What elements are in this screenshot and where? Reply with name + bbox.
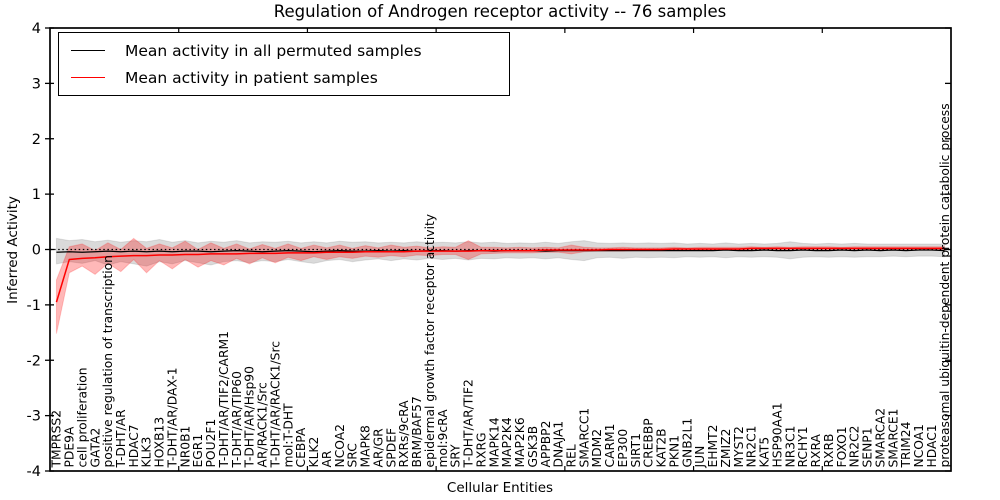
x-category-label: RCHY1	[796, 426, 810, 467]
x-category-label: T-DHT/AR/TIF2/CARM1	[217, 331, 231, 468]
x-category-label: TRIM24	[899, 421, 913, 468]
x-category-label: T-DHT/AR/DAX-1	[165, 367, 179, 468]
x-category-label: MAP2K4	[500, 417, 514, 467]
x-category-label: DNAJA1	[552, 421, 566, 468]
x-category-label: T-DHT/AR/TIF2	[462, 379, 476, 468]
x-category-label: AR	[320, 450, 334, 467]
x-category-label: epidermal growth factor receptor activit…	[423, 214, 437, 468]
y-tick-label: -1	[27, 298, 41, 314]
x-category-label: EP300	[616, 429, 630, 468]
patient-line-swatch	[71, 77, 105, 78]
x-category-label: AR/RACK1/Src	[256, 382, 270, 467]
x-category-label: KAT5	[758, 437, 772, 468]
x-category-label: NR3C1	[783, 426, 797, 468]
x-category-label: KLK3	[140, 437, 154, 468]
x-category-label: BRM/BAF57	[410, 396, 424, 467]
x-category-label: NR2C2	[848, 426, 862, 468]
x-category-label: T-DHT/AR	[114, 409, 128, 469]
y-tick-label: 1	[32, 187, 41, 203]
x-category-label: TMPRSS2	[50, 410, 64, 469]
x-category-label: HSP90AA1	[770, 402, 784, 467]
permuted-band	[55, 237, 946, 267]
x-category-label: EGR1	[191, 434, 205, 468]
x-category-label: RXRA	[809, 433, 823, 467]
x-category-label: SENP1	[861, 427, 875, 467]
x-category-label: SMARCE1	[886, 409, 900, 468]
x-category-label: JUN	[693, 446, 707, 469]
x-category-label: MAPK14	[487, 417, 501, 467]
x-category-label: APPBP2	[539, 421, 553, 468]
x-category-label: mol:9cRA	[436, 409, 450, 468]
x-category-label: REL	[564, 444, 578, 467]
x-category-label: SPDEF	[384, 428, 398, 468]
x-category-label: GATA2	[88, 428, 102, 468]
x-category-label: MAPK8	[359, 425, 373, 467]
legend-label-permuted: Mean activity in all permuted samples	[125, 41, 422, 60]
x-category-label: HDAC7	[127, 424, 141, 467]
legend-entry-patient: Mean activity in patient samples	[71, 69, 497, 87]
x-category-label: SMARCC1	[577, 408, 591, 468]
x-category-label: PDE9A	[63, 426, 77, 467]
x-category-label: mol:T-DHT	[281, 403, 295, 468]
x-category-label: GSK3B	[526, 426, 540, 468]
x-category-label: HOXB13	[153, 417, 167, 468]
x-category-label: SRY	[449, 444, 463, 468]
x-category-label: NR2C1	[745, 426, 759, 468]
x-category-label: MYST2	[732, 426, 746, 467]
y-tick-label: -2	[27, 353, 41, 369]
x-category-label: CREBBP	[642, 418, 656, 467]
y-tick-label: 4	[32, 21, 41, 37]
x-category-label: NCOA1	[912, 424, 926, 467]
x-category-label: proteasomal ubiquitin-dependent protein …	[938, 103, 952, 467]
x-category-label: positive regulation of transcription	[101, 255, 115, 467]
y-tick-label: 3	[32, 76, 41, 92]
permuted-line-swatch	[71, 50, 105, 51]
x-category-label: KLK2	[307, 437, 321, 468]
x-category-label: RXRG	[474, 432, 488, 467]
chart-title: Regulation of Androgen receptor activity…	[273, 2, 727, 21]
x-category-label: SMARCA2	[873, 408, 887, 468]
x-category-label: CARM1	[603, 424, 617, 468]
x-category-label: CEBPA	[294, 427, 308, 467]
x-category-label: ZMIZ2	[719, 429, 733, 468]
patient-mean-line	[55, 247, 945, 303]
x-category-label: KAT2B	[655, 428, 669, 467]
x-category-label: T-DHT/AR/Hsp90	[243, 366, 257, 468]
x-category-label: SIRT1	[629, 433, 643, 467]
legend: Mean activity in all permuted samples Me…	[58, 32, 510, 96]
x-category-label: T-DHT/AR/TIP60	[230, 371, 244, 469]
y-tick-label: -3	[27, 409, 41, 425]
x-category-label: SRC	[346, 443, 360, 467]
x-category-label: NR0B1	[178, 426, 192, 468]
y-tick-label: -4	[27, 464, 41, 480]
y-tick-label: 0	[32, 243, 41, 259]
y-tick-label: 2	[32, 132, 41, 148]
x-category-label: EHMT2	[706, 425, 720, 468]
x-category-label: GNB2L1	[680, 418, 694, 468]
x-axis-label: Cellular Entities	[446, 480, 554, 496]
legend-entry-permuted: Mean activity in all permuted samples	[71, 42, 497, 60]
x-category-label: RXRs/9cRA	[397, 400, 411, 468]
x-category-label: T-DHT/AR/RACK1/Src	[268, 341, 282, 469]
x-category-label: POU2F1	[204, 419, 218, 468]
x-category-label: RXRB	[822, 434, 836, 468]
x-category-label: MDM2	[590, 429, 604, 468]
x-category-label: MAP2K6	[513, 417, 527, 467]
x-category-label: PKN1	[667, 435, 681, 468]
legend-label-patient: Mean activity in patient samples	[125, 68, 378, 87]
x-category-label: NCOA2	[333, 424, 347, 467]
x-category-label: FOXO1	[835, 426, 849, 467]
x-category-label: cell proliferation	[75, 367, 89, 467]
x-category-label: HDAC1	[925, 424, 939, 467]
x-category-label: AR/GR	[371, 428, 385, 468]
